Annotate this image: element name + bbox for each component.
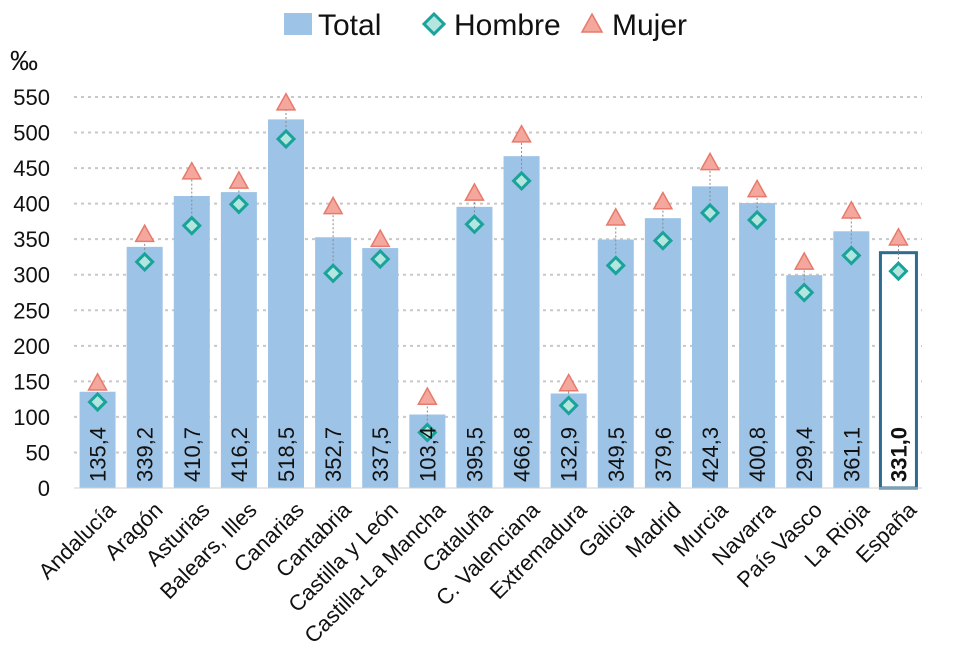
bar-value-label: 395,5: [462, 427, 487, 482]
bar-value-label: 135,4: [86, 427, 111, 482]
bar-value-label: 349,5: [604, 427, 629, 482]
legend-swatch: [284, 13, 312, 35]
mujer-marker: [746, 178, 768, 198]
mujer-marker: [464, 182, 485, 201]
legend-swatch: [421, 11, 447, 37]
bar: [833, 231, 870, 489]
legend-swatch: [580, 12, 604, 33]
hombre-marker: [87, 391, 108, 413]
mujer-marker: [369, 228, 391, 248]
y-tick-label: 350: [13, 227, 50, 252]
mujer-marker: [228, 170, 250, 189]
bar: [220, 192, 257, 488]
bar-value-label: 424,3: [698, 427, 723, 482]
y-tick-label: 250: [13, 298, 50, 323]
y-tick-label: 50: [26, 440, 50, 465]
mujer-marker: [181, 161, 203, 180]
bar-value-label: 361,1: [839, 427, 864, 482]
bar: [456, 206, 493, 488]
bar-value-label: 103,4: [415, 427, 440, 482]
bar: [268, 119, 304, 488]
bar: [597, 239, 634, 488]
gridlines: [74, 96, 922, 454]
mujer-marker: [888, 227, 909, 246]
y-tick-label: 200: [13, 334, 50, 359]
bar: [503, 156, 540, 488]
value-labels: 135,4 339,2 410,7 416,2 518,5 352,7 337,5 103,4…: [86, 427, 912, 482]
bar: [692, 186, 728, 488]
bar-value-label: 410,7: [180, 427, 205, 482]
unit-label: ‰: [10, 45, 38, 76]
bar-value-label: 299,4: [792, 427, 817, 482]
markers: [87, 92, 909, 443]
hombre-marker: [558, 395, 579, 416]
mujer-marker: [699, 151, 721, 171]
y-tick-label: 150: [13, 369, 50, 394]
bar-value-label: 416,2: [227, 427, 252, 482]
legend: Total Hombre Mujer: [284, 9, 687, 42]
hombre-marker: [181, 215, 202, 236]
bar-value-label: 466,8: [510, 427, 535, 482]
y-tick-label: 400: [13, 192, 50, 217]
bar: [644, 218, 681, 488]
legend-item: Total: [284, 9, 381, 42]
bar: [362, 248, 399, 488]
bar: [126, 246, 163, 488]
bar-value-label: 400,8: [745, 427, 770, 482]
hombre-marker: [699, 202, 721, 223]
hombre-marker: [841, 245, 862, 266]
hombre-marker: [746, 209, 768, 231]
hombre-marker: [511, 170, 532, 192]
bar: [173, 196, 210, 488]
range-lines: [97, 102, 899, 433]
hombre-marker: [605, 255, 626, 276]
hombre-marker: [322, 263, 344, 284]
mujer-marker: [417, 386, 438, 405]
mujer-marker: [87, 372, 108, 391]
hombre-marker: [134, 251, 155, 273]
mujer-marker: [322, 195, 344, 215]
legend-item: Mujer: [580, 9, 687, 42]
bar-value-label: 132,9: [557, 427, 582, 482]
mujer-marker: [841, 200, 862, 219]
mujer-marker: [793, 251, 815, 270]
mujer-marker: [605, 207, 627, 226]
hombre-marker: [228, 194, 250, 215]
legend-label: Hombre: [454, 9, 561, 42]
hombre-marker: [417, 422, 438, 443]
hombre-marker: [275, 128, 297, 150]
y-tick-label: 100: [13, 405, 50, 430]
hombre-marker: [370, 248, 391, 270]
hombre-marker: [464, 214, 485, 235]
bar: [786, 275, 823, 488]
bar-value-label: 352,7: [321, 427, 346, 482]
mujer-marker: [134, 223, 155, 243]
bars: [79, 119, 918, 490]
y-axis: 0 50 100 150 200 250 300 350 400 450 500 550: [13, 85, 50, 501]
bar: [878, 251, 918, 490]
bar-value-label: 339,2: [133, 427, 158, 482]
bar-value-label: 518,5: [274, 427, 299, 482]
mujer-marker: [275, 92, 297, 111]
bar-value-label: 331,0: [886, 427, 911, 482]
bar-value-label: 337,5: [368, 427, 393, 482]
y-tick-label: 500: [13, 121, 50, 146]
hombre-marker: [888, 261, 909, 282]
legend-item: Hombre: [421, 9, 561, 42]
y-tick-label: 550: [13, 85, 50, 110]
y-tick-label: 450: [13, 156, 50, 181]
bar-value-label: 379,6: [651, 427, 676, 482]
y-tick-label: 300: [13, 263, 50, 288]
mujer-marker: [652, 190, 674, 210]
y-tick-label: 0: [38, 476, 50, 501]
mujer-marker: [558, 372, 579, 392]
hombre-marker: [652, 230, 674, 251]
legend-label: Total: [318, 9, 381, 42]
mujer-marker: [511, 124, 532, 143]
legend-label: Mujer: [612, 9, 687, 42]
bar: [739, 203, 776, 489]
hombre-marker: [794, 282, 815, 303]
